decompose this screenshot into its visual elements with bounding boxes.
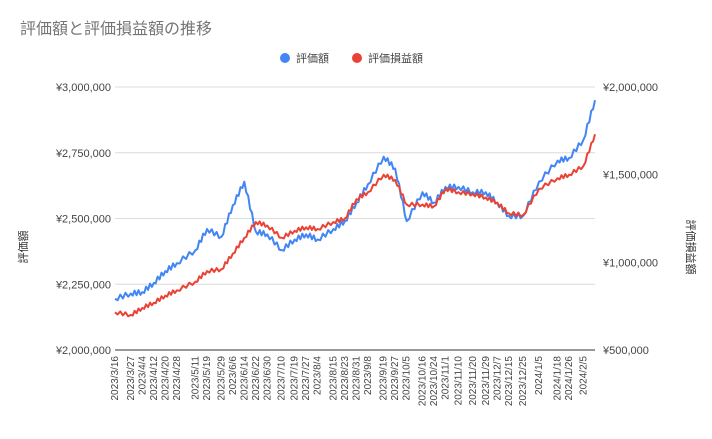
x-tick-label: 2024/1/26 <box>564 356 575 401</box>
left-axis-title: 評価額 <box>16 231 30 264</box>
series-line-valuation <box>114 99 596 302</box>
x-tick-label: 2023/5/19 <box>202 356 213 401</box>
right-tick-label: ¥1,000,000 <box>602 257 658 269</box>
x-tick-label: 2023/3/27 <box>126 356 137 401</box>
left-axis-ticks: ¥2,000,000 ¥2,250,000 ¥2,500,000 ¥2,750,000… <box>55 82 111 357</box>
x-tick-label: 2023/4/4 <box>137 356 148 395</box>
x-tick-label: 2023/8/15 <box>328 356 339 401</box>
x-tick-label: 2023/5/11 <box>190 356 201 400</box>
x-tick-label: 2023/9/27 <box>390 356 401 401</box>
x-tick-label: 2023/3/16 <box>110 356 121 401</box>
x-tick-label: 2023/10/24 <box>429 356 440 406</box>
series-lines <box>114 99 596 318</box>
x-tick-label: 2023/6/6 <box>228 356 239 395</box>
x-tick-label: 2023/11/1 <box>441 356 452 400</box>
x-tick-label: 2023/10/5 <box>402 356 413 401</box>
x-tick-label: 2023/10/16 <box>418 356 429 406</box>
x-tick-label: 2023/12/15 <box>504 356 515 406</box>
x-tick-label: 2023/7/19 <box>290 356 301 401</box>
x-tick-label: 2023/7/10 <box>277 356 288 401</box>
x-tick-label: 2023/11/10 <box>453 356 464 406</box>
legend-label-gainloss: 評価損益額 <box>368 51 423 65</box>
legend-marker-valuation <box>280 53 290 63</box>
left-tick-label: ¥2,500,000 <box>55 214 111 226</box>
x-tick-label: 2023/9/19 <box>379 356 390 401</box>
legend-label-valuation: 評価額 <box>296 51 329 65</box>
x-tick-label: 2024/2/5 <box>579 356 590 395</box>
left-tick-label: ¥3,000,000 <box>55 82 111 94</box>
x-tick-label: 2023/12/25 <box>518 356 529 406</box>
series-line-gainloss <box>114 134 596 318</box>
x-tick-label: 2024/1/18 <box>553 356 564 401</box>
right-tick-label: ¥500,000 <box>602 345 649 357</box>
x-tick-label: 2023/8/4 <box>313 356 324 395</box>
left-tick-label: ¥2,000,000 <box>55 345 111 357</box>
x-tick-label: 2023/7/27 <box>301 356 312 401</box>
x-tick-label: 2023/4/12 <box>149 356 160 401</box>
x-tick-label: 2023/6/30 <box>262 356 273 401</box>
left-tick-label: ¥2,250,000 <box>55 279 111 291</box>
right-axis-title: 評価損益額 <box>684 220 698 275</box>
x-tick-label: 2024/1/5 <box>534 356 545 395</box>
x-tick-label: 2023/6/14 <box>239 356 250 401</box>
legend: 評価額 評価損益額 <box>280 51 423 65</box>
right-axis-ticks: ¥500,000 ¥1,000,000 ¥1,500,000 ¥2,000,000 <box>602 82 658 357</box>
x-tick-label: 2023/8/31 <box>351 356 362 401</box>
x-tick-label: 2023/8/23 <box>340 356 351 401</box>
legend-marker-gainloss <box>352 53 362 63</box>
right-tick-label: ¥2,000,000 <box>602 82 658 94</box>
x-tick-label: 2023/5/29 <box>216 356 227 401</box>
x-tick-label: 2023/4/20 <box>160 356 171 401</box>
chart-title: 評価額と評価損益額の推移 <box>20 20 212 38</box>
left-tick-label: ¥2,750,000 <box>55 148 111 160</box>
x-tick-label: 2023/11/20 <box>468 356 479 406</box>
right-tick-label: ¥1,500,000 <box>602 170 658 182</box>
x-tick-label: 2023/12/7 <box>492 356 503 401</box>
x-axis-ticks: 2023/3/16 2023/3/27 2023/4/4 2023/4/12 2023/… <box>110 356 590 406</box>
x-tick-label: 2023/9/8 <box>363 356 374 395</box>
x-tick-label: 2023/4/28 <box>172 356 183 401</box>
x-tick-label: 2023/6/22 <box>251 356 262 401</box>
gridlines <box>115 86 595 351</box>
x-tick-label: 2023/11/29 <box>481 356 492 406</box>
